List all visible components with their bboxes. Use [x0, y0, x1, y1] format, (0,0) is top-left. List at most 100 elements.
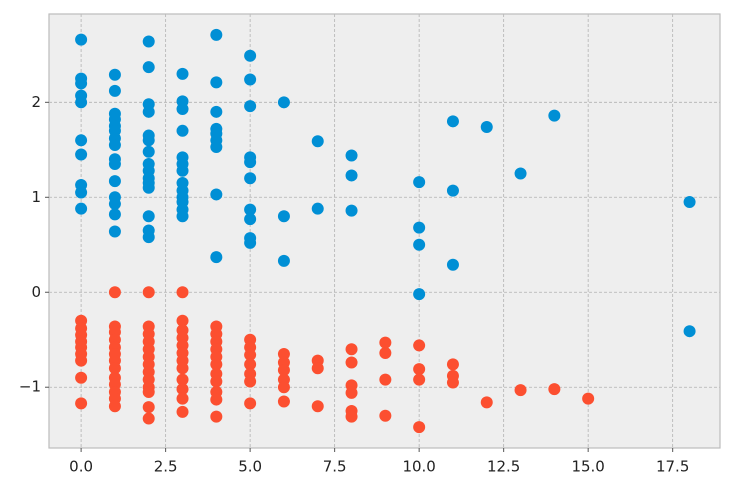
plot-frame	[48, 13, 721, 449]
point	[277, 96, 290, 109]
point	[210, 188, 223, 201]
point	[311, 362, 324, 375]
point	[244, 156, 257, 169]
point	[277, 381, 290, 394]
x-tick-label: 17.5	[656, 458, 689, 476]
point	[142, 286, 155, 299]
point	[210, 358, 223, 371]
point	[345, 169, 358, 182]
point	[379, 373, 392, 386]
point	[210, 375, 223, 388]
point	[210, 28, 223, 41]
point	[379, 347, 392, 360]
point	[108, 175, 121, 188]
point	[142, 231, 155, 244]
point	[345, 204, 358, 217]
point	[244, 397, 257, 410]
point	[548, 383, 561, 396]
point	[446, 376, 459, 389]
marks	[75, 28, 696, 434]
point	[244, 203, 257, 216]
point	[277, 254, 290, 267]
point	[176, 362, 189, 375]
point	[311, 135, 324, 148]
point	[108, 197, 121, 210]
point	[176, 164, 189, 177]
point	[446, 184, 459, 197]
point	[311, 400, 324, 413]
point	[413, 373, 426, 386]
point	[176, 210, 189, 223]
point	[176, 392, 189, 405]
point	[413, 421, 426, 434]
point	[142, 210, 155, 223]
grid	[49, 14, 720, 448]
point	[244, 100, 257, 113]
point	[176, 373, 189, 386]
x-tick-label: 2.5	[154, 458, 178, 476]
point	[176, 314, 189, 327]
point	[345, 149, 358, 162]
point	[176, 124, 189, 137]
x-tick-label: 7.5	[323, 458, 347, 476]
point	[683, 325, 696, 338]
point	[210, 251, 223, 264]
point	[345, 410, 358, 423]
x-tick-label: 10.0	[402, 458, 435, 476]
point	[142, 145, 155, 158]
point	[379, 409, 392, 422]
point	[277, 210, 290, 223]
point	[345, 356, 358, 369]
point	[108, 158, 121, 171]
x-tick-label: 15.0	[571, 458, 604, 476]
point	[75, 354, 88, 367]
point	[75, 202, 88, 215]
point	[345, 386, 358, 399]
point	[413, 176, 426, 189]
point	[244, 172, 257, 185]
point	[480, 121, 493, 134]
point	[75, 371, 88, 384]
point	[244, 49, 257, 62]
point	[176, 383, 189, 396]
point	[176, 102, 189, 115]
point	[176, 405, 189, 418]
point	[75, 397, 88, 410]
point	[514, 167, 527, 180]
point	[142, 35, 155, 48]
point	[75, 96, 88, 109]
point	[244, 358, 257, 371]
point	[277, 347, 290, 360]
point	[683, 196, 696, 209]
point	[142, 401, 155, 414]
point	[277, 364, 290, 377]
point	[582, 392, 595, 405]
point	[210, 140, 223, 153]
y-tick-label: −1	[19, 378, 41, 396]
point	[75, 33, 88, 46]
point	[244, 73, 257, 86]
point	[142, 105, 155, 118]
point	[108, 84, 121, 97]
point	[142, 385, 155, 398]
point	[446, 358, 459, 371]
point	[108, 362, 121, 375]
point	[142, 61, 155, 74]
x-tick-label: 5.0	[238, 458, 262, 476]
point	[210, 393, 223, 406]
point	[244, 348, 257, 361]
point	[142, 181, 155, 194]
point	[446, 115, 459, 128]
point	[413, 363, 426, 376]
point	[413, 339, 426, 352]
x-tick-label: 12.5	[487, 458, 520, 476]
point	[176, 286, 189, 299]
point	[379, 336, 392, 349]
point	[142, 412, 155, 425]
y-tick-label: 0	[31, 283, 41, 301]
point	[244, 375, 257, 388]
point	[142, 134, 155, 147]
point	[108, 68, 121, 81]
point	[548, 109, 561, 122]
